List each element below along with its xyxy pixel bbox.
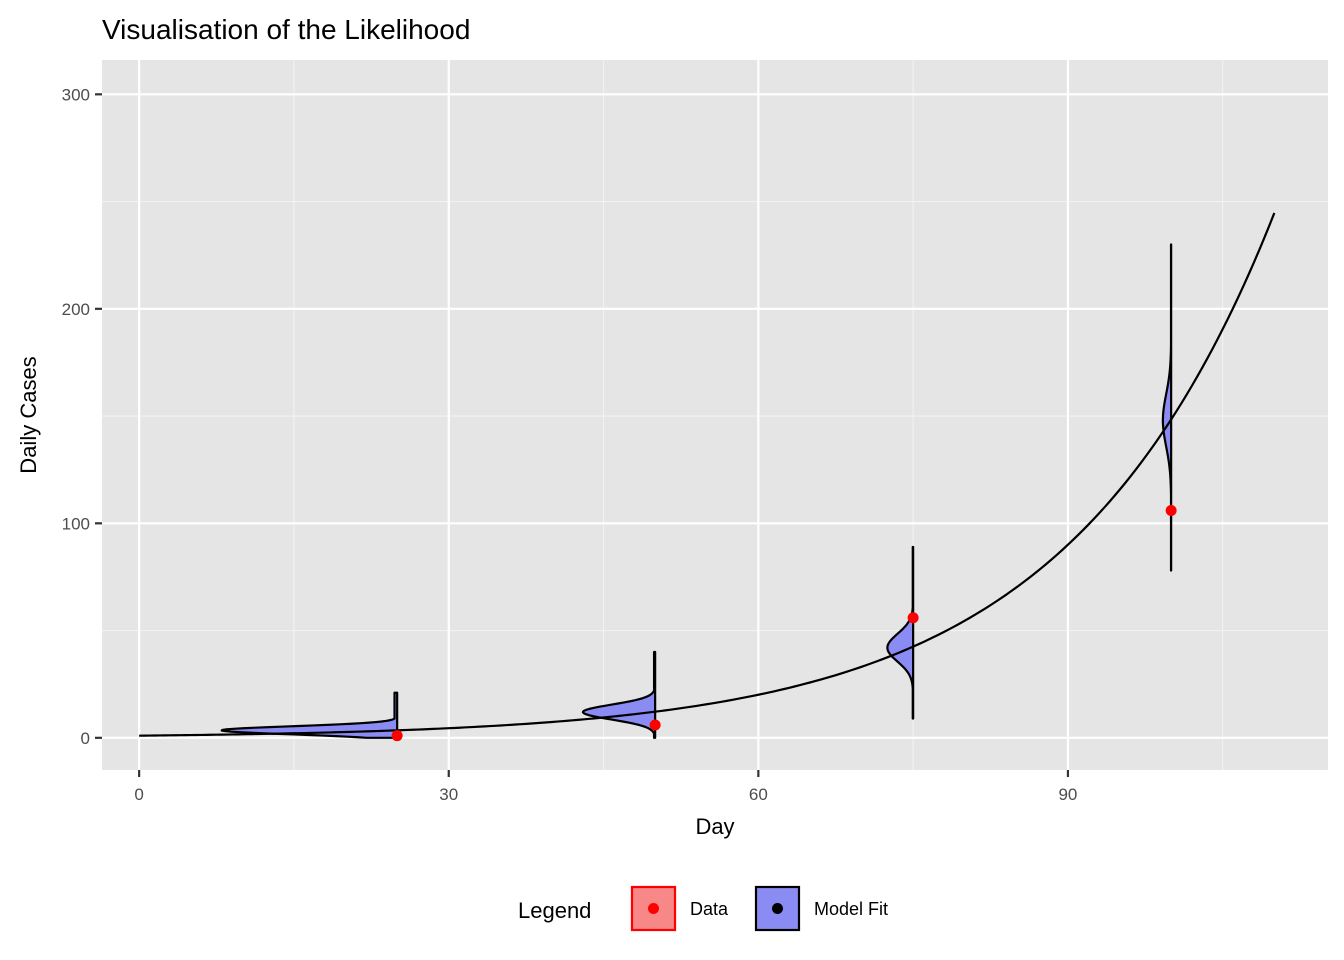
legend-entries: Data Model Fit [630,885,888,932]
legend-label: Model Fit [814,899,888,919]
legend-title: Legend [518,898,591,923]
legend: Legend Data Model Fit [518,885,888,932]
x-tick-label: 0 [134,785,143,804]
y-tick-label: 100 [62,514,90,533]
legend-key-dot [648,903,659,914]
minor-gridlines [102,60,1328,770]
data-point [649,719,661,731]
likelihood-violin [220,691,399,739]
y-tick-label: 300 [62,85,90,104]
likelihood-violin [1161,243,1173,572]
y-tick-label: 0 [81,729,90,748]
x-tick-label: 60 [749,785,768,804]
data-point [1165,504,1177,516]
y-axis-title: Daily Cases [16,356,41,473]
x-axis: 0 30 60 90 [134,770,1077,804]
observed-data-points [391,504,1177,742]
likelihood-violin [886,545,915,720]
data-point [907,612,919,624]
legend-key-dot [772,903,783,914]
chart-title: Visualisation of the Likelihood [102,14,470,45]
data-point [391,730,403,742]
y-tick-label: 200 [62,300,90,319]
x-tick-label: 90 [1058,785,1077,804]
model-fit-curve [139,212,1276,737]
legend-label: Data [690,899,729,919]
y-axis: 0 100 200 300 [62,85,102,748]
likelihood-violin [581,650,657,739]
plot-panel [102,60,1328,770]
likelihood-distributions [220,243,1173,739]
major-gridlines [102,60,1328,770]
x-axis-title: Day [695,814,734,839]
x-tick-label: 30 [439,785,458,804]
